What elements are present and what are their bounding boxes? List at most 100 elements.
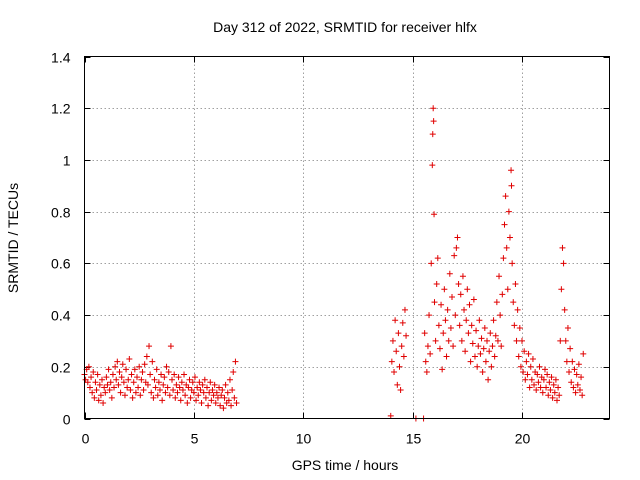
data-point [388,358,395,365]
data-point [397,387,404,394]
data-point [564,325,571,331]
data-point [579,392,586,399]
data-point [509,260,516,267]
data-point [454,234,461,241]
data-point [531,381,538,388]
data-point [127,387,134,394]
data-point [440,330,447,337]
data-point [459,273,466,280]
data-point [486,348,493,355]
data-point [485,376,492,383]
data-point [116,368,123,375]
data-point [523,358,530,365]
data-point [184,399,191,406]
axis-ticks [84,56,610,420]
data-point [574,381,581,388]
data-point [221,394,228,401]
data-point [228,402,235,409]
data-point [513,337,520,344]
data-point [546,379,553,386]
data-point [536,363,543,370]
data-point [547,387,554,394]
data-point [559,244,566,251]
data-point [424,343,431,350]
data-point [185,384,192,391]
data-point [113,376,120,383]
data-point [206,389,213,396]
data-point [400,353,407,360]
data-point [430,105,437,112]
data-point [469,340,476,347]
data-point [572,389,579,396]
data-point [422,358,429,365]
data-point [191,374,198,381]
data-point [118,374,125,381]
y-tick-label: 1.4 [51,50,71,66]
data-point [193,397,200,404]
data-point [517,363,524,370]
data-point [137,392,144,399]
data-point [568,379,575,386]
data-point [423,368,430,375]
data-point [555,384,562,391]
data-point [94,371,101,378]
data-point [143,353,150,360]
data-point [571,366,578,373]
data-point [558,286,565,293]
data-point [107,379,114,386]
data-point [109,371,116,378]
data-point [128,371,135,378]
data-point [216,384,223,391]
data-point [449,293,455,300]
data-point [481,325,488,331]
data-point [500,255,507,262]
data-point [464,286,471,293]
x-tick-label: 0 [82,431,90,447]
data-point [86,384,93,391]
data-point [514,306,521,313]
data-point [200,389,207,396]
data-point [508,182,515,189]
data-point [176,384,183,391]
y-tick-label: 0.8 [51,205,71,221]
data-point [521,348,528,355]
data-point [167,343,174,350]
data-point [96,381,103,388]
data-point [446,270,453,277]
data-point [533,387,540,394]
data-point [171,371,178,378]
data-point [535,379,542,386]
data-point [480,345,487,352]
data-point [484,337,490,344]
data-point [182,392,189,399]
data-point [463,317,470,324]
data-point [566,368,573,375]
data-point [198,399,205,406]
data-point [105,366,112,373]
data-point [138,376,145,383]
data-point [106,387,113,394]
data-point [489,343,496,350]
data-point [194,384,201,391]
data-point [491,353,498,360]
data-point [131,366,138,373]
data-point [89,389,96,396]
data-point [444,306,451,313]
data-point [173,381,180,388]
grid [84,56,610,419]
data-point [164,384,171,391]
data-point [430,118,437,125]
data-point [393,348,400,355]
data-point [529,356,536,363]
data-point [493,299,500,306]
data-point [179,387,186,394]
data-point [233,399,240,406]
data-point [519,337,525,344]
data-point [144,381,151,388]
data-point [561,306,568,313]
data-point [543,384,550,391]
data-point [434,255,441,262]
data-point [134,374,140,381]
data-point [115,381,122,388]
data-point [439,366,446,373]
